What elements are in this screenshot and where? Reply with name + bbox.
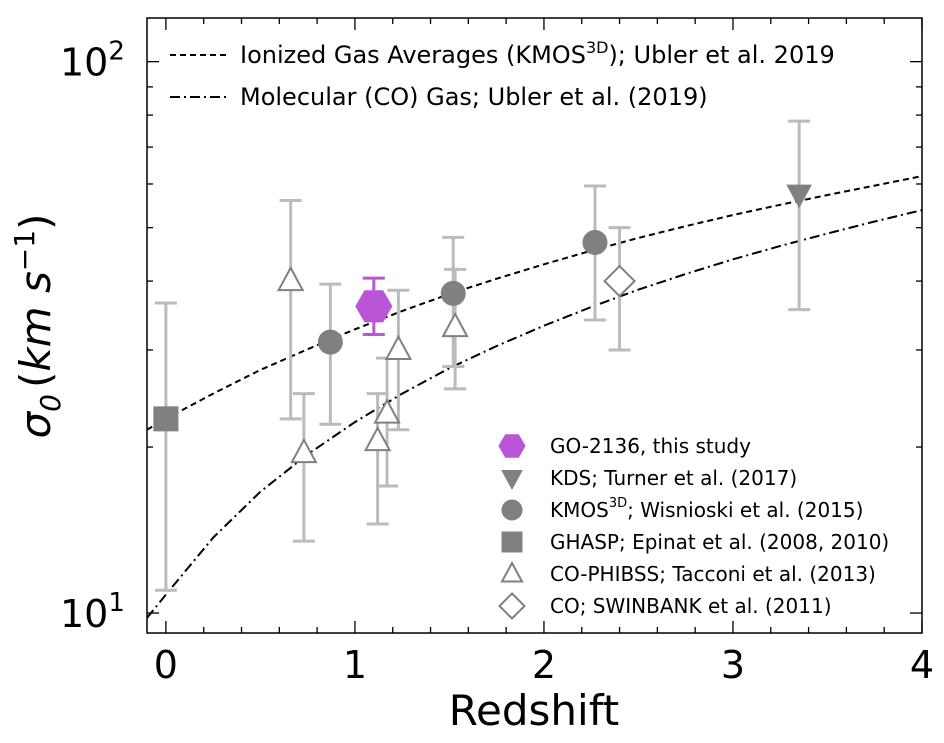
legend-marker-circle — [501, 499, 523, 521]
x-axis-title: Redshift — [449, 686, 619, 735]
legend-marker-triangle-up — [500, 560, 524, 583]
data-point — [363, 425, 392, 452]
legend-marker-diamond — [498, 592, 526, 620]
data-point — [441, 311, 469, 338]
x-tick-label: 0 — [154, 643, 178, 687]
legend-label: KDS; Turner et al. (2017) — [550, 466, 797, 490]
data-point — [290, 437, 318, 464]
legend-label-molecular: Molecular (CO) Gas; Ubler et al. (2019) — [240, 83, 708, 111]
data-point — [582, 229, 608, 255]
data-point — [355, 290, 393, 323]
x-tick-label: 3 — [721, 643, 745, 687]
y-tick-label: 101 — [60, 588, 125, 636]
data-point — [440, 280, 466, 306]
legend-label: GHASP; Epinat et al. (2008, 2010) — [550, 530, 889, 554]
data-point — [786, 184, 812, 209]
legend-label-ionized: Ionized Gas Averages (KMOS3D); Ubler et … — [240, 38, 835, 69]
x-tick-label: 4 — [910, 643, 934, 687]
legend-label: KMOS3D; Wisnioski et al. (2015) — [550, 496, 863, 522]
plot-frame — [146, 17, 923, 634]
data-point — [153, 406, 179, 432]
points-layer — [153, 119, 812, 592]
curve-ionized — [147, 175, 922, 431]
legend-markers: GO-2136, this study KDS; Turner et al. (2… — [498, 434, 889, 620]
legend-marker-square — [501, 531, 523, 553]
data-point — [317, 329, 343, 355]
curves-layer — [147, 175, 922, 619]
x-tick-label: 2 — [532, 643, 556, 687]
legend-marker-hexagon — [498, 434, 526, 458]
y-tick-label: 102 — [60, 37, 125, 85]
data-point — [603, 264, 636, 298]
y-axis-title: σ0(km s−1) — [8, 214, 67, 439]
legend-label: GO-2136, this study — [550, 434, 751, 458]
legend-curves: Ionized Gas Averages (KMOS3D); Ubler et … — [170, 38, 835, 111]
curve-molecular — [147, 209, 922, 619]
data-point — [276, 265, 305, 292]
ticklabels-layer: 0 1 2 3 4 101 102 — [60, 37, 934, 687]
legend-label: CO; SWINBANK et al. (2011) — [550, 594, 832, 618]
legend-label: CO-PHIBSS; Tacconi et al. (2013) — [550, 562, 876, 586]
ticks-layer — [147, 18, 923, 633]
legend-marker-triangle-down — [501, 470, 523, 491]
x-tick-label: 1 — [343, 643, 367, 687]
data-point — [373, 398, 401, 424]
data-point — [384, 334, 413, 360]
